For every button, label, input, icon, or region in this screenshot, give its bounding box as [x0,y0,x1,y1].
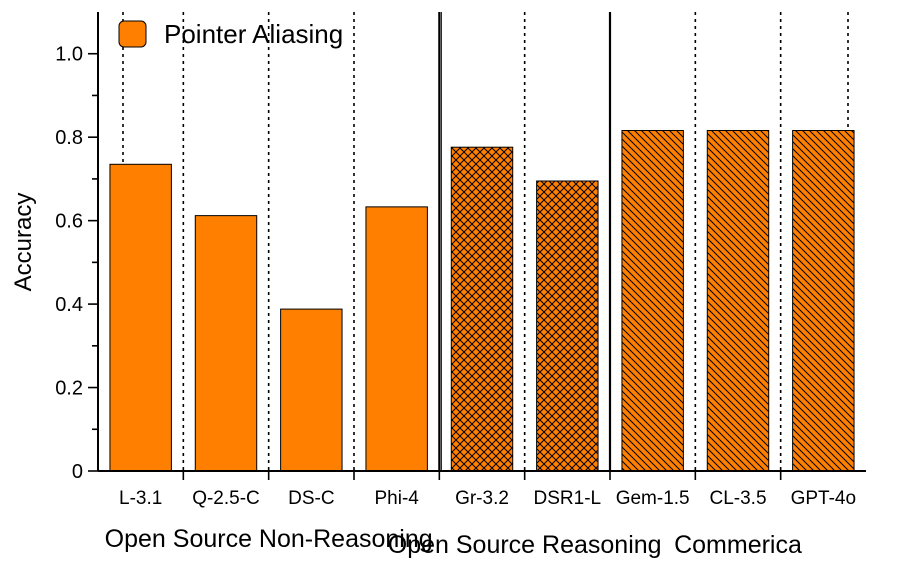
bar-Q-2.5-C [194,215,258,472]
y-tick-label: 0.2 [55,378,83,400]
y-axis-label: Accuracy [10,193,37,292]
x-tick-label: CL-3.5 [709,488,766,509]
x-tick-label: Q-2.5-C [192,488,260,509]
axes [88,12,866,480]
x-tick-label: L-3.1 [119,488,162,509]
labels: 0 0.2 0.4 0.6 0.8 1.0 L-3.1 Q-2.5-C DS-C Phi-4 Gr-… [55,44,856,559]
bars [109,130,855,472]
legend-swatch [118,20,147,48]
bar-DSR1-L [536,180,599,472]
bar-Gr-3.2 [450,146,514,472]
bar-DS-C [280,308,343,472]
group-label: Open Source Non-Reasoning [105,525,433,553]
legend: Pointer Aliasing [118,19,343,49]
x-tick-label: Phi-4 [374,488,419,509]
x-tick-label: Gr-3.2 [455,488,509,509]
group-label: Commerica [674,531,802,559]
x-tick-label: Gem-1.5 [616,488,690,509]
y-tick-label: 0.6 [55,211,83,233]
legend-label: Pointer Aliasing [164,19,343,49]
y-tick-label: 0 [72,461,83,483]
y-tick-label: 0.8 [55,127,83,149]
bar-GPT-4o [792,130,855,472]
x-tick-label: DS-C [288,488,334,509]
bar-Gem-1.5 [621,130,684,472]
y-tick-label: 1.0 [55,44,83,66]
y-tick-label: 0.4 [55,294,83,316]
x-tick-label: GPT-4o [791,488,856,509]
bar-L-3.1 [109,163,172,472]
bar-Phi-4 [365,206,428,472]
bar-CL-3.5 [706,130,770,472]
group-label: Open Source Reasoning [388,531,662,559]
x-tick-label: DSR1-L [534,488,602,509]
